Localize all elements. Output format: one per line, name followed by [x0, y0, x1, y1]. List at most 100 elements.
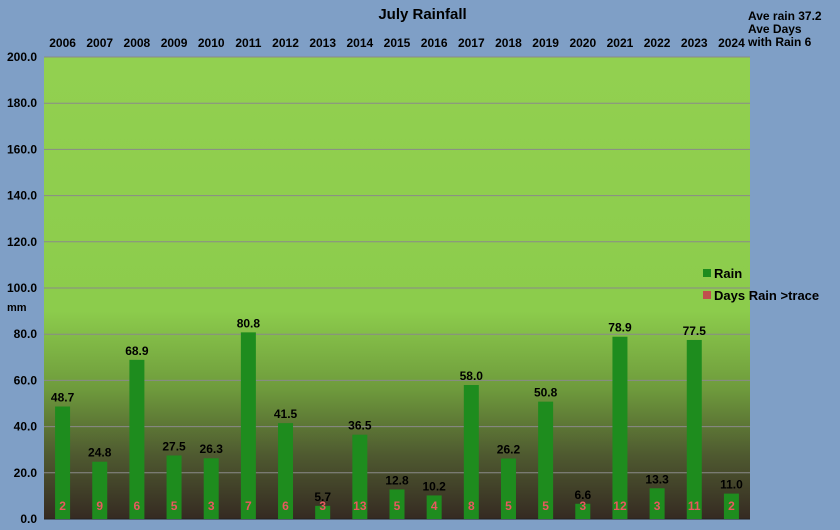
x-tick-label-2020: 2020 — [569, 36, 596, 50]
rain-bar-2012 — [278, 423, 294, 519]
rain-value-label-2009: 27.5 — [162, 439, 186, 453]
days-value-label-2012: 6 — [282, 499, 289, 513]
rain-value-label-2024: 11.0 — [720, 478, 743, 492]
days-value-label-2007: 9 — [96, 499, 103, 513]
y-axis-label: mm — [7, 302, 27, 314]
summary-with-rain: with Rain 6 — [748, 35, 812, 49]
rain-value-label-2008: 68.9 — [125, 344, 149, 358]
days-value-label-2017: 8 — [468, 499, 475, 513]
x-tick-label-2019: 2019 — [532, 36, 559, 50]
x-axis-labels: 2006 2007 2008 2009 2010 2011 2012 2013 2014 2015… — [49, 36, 745, 50]
days-value-label-2020: 3 — [579, 499, 586, 513]
rain-value-label-2014: 36.5 — [348, 419, 372, 433]
y-axis-ticks: 0.0 20.0 40.0 60.0 80.0 100.0 120.0 140.0 160.0 1… — [7, 50, 37, 526]
rain-value-label-2010: 26.3 — [200, 442, 224, 456]
x-tick-label-2022: 2022 — [644, 36, 671, 50]
legend-item-rain: Rain — [703, 262, 819, 284]
x-tick-label-2024: 2024 — [718, 36, 745, 50]
days-value-label-2021: 12 — [613, 499, 627, 513]
rain-bar-2011 — [240, 332, 256, 519]
days-value-label-2024: 2 — [728, 499, 735, 513]
legend-swatch-rain — [703, 269, 711, 277]
days-value-label-2011: 7 — [245, 499, 252, 513]
y-tick-label: 0.0 — [20, 512, 37, 526]
rain-bar-2009 — [166, 455, 182, 519]
x-tick-label-2006: 2006 — [49, 36, 76, 50]
days-value-label-2016: 4 — [431, 499, 438, 513]
legend-label-days: Days Rain >trace — [714, 287, 820, 303]
rain-bar-2020 — [575, 503, 591, 519]
rain-value-label-2022: 13.3 — [645, 472, 669, 486]
rain-bar-2014 — [352, 434, 368, 519]
y-tick-label: 200.0 — [7, 50, 37, 64]
legend-swatch-days — [703, 291, 711, 299]
x-tick-label-2008: 2008 — [124, 36, 151, 50]
rain-value-label-2012: 41.5 — [274, 407, 298, 421]
rain-value-label-2013: 5.7 — [314, 490, 331, 504]
rain-value-label-2018: 26.2 — [497, 442, 521, 456]
rain-bar-2018 — [500, 458, 516, 519]
days-value-label-2019: 5 — [542, 499, 549, 513]
days-value-label-2018: 5 — [505, 499, 512, 513]
gridlines — [44, 56, 750, 520]
summary-ave-days: Ave Days — [748, 22, 802, 36]
days-value-label-2014: 13 — [353, 499, 367, 513]
rain-value-label-2017: 58.0 — [460, 369, 484, 383]
rain-value-label-2021: 78.9 — [608, 321, 632, 335]
x-tick-label-2007: 2007 — [86, 36, 113, 50]
x-tick-label-2016: 2016 — [421, 36, 448, 50]
rain-bar-2008 — [129, 359, 145, 519]
y-tick-label: 80.0 — [14, 327, 38, 341]
days-value-label-2015: 5 — [394, 499, 401, 513]
bars — [55, 332, 739, 519]
rain-bar-2010 — [203, 458, 219, 519]
rain-bar-2024 — [723, 493, 739, 519]
rain-value-label-2006: 48.7 — [51, 391, 75, 405]
value-labels: 48.7224.8968.9627.5526.3380.8741.565.733… — [51, 316, 743, 513]
legend-item-days: Days Rain >trace — [703, 284, 819, 306]
x-tick-label-2012: 2012 — [272, 36, 299, 50]
x-tick-label-2021: 2021 — [607, 36, 634, 50]
rain-bar-2023 — [686, 339, 702, 519]
summary-ave-rain: Ave rain 37.2 — [748, 9, 822, 23]
x-tick-label-2010: 2010 — [198, 36, 225, 50]
rain-value-label-2015: 12.8 — [385, 473, 409, 487]
days-value-label-2008: 6 — [134, 499, 141, 513]
chart-title: July Rainfall — [378, 6, 467, 23]
summary-note: Ave rain 37.2 Ave Days with Rain 6 — [748, 10, 838, 49]
rain-value-label-2023: 77.5 — [683, 324, 707, 338]
y-tick-label: 160.0 — [7, 142, 37, 156]
x-tick-label-2015: 2015 — [384, 36, 411, 50]
rain-value-label-2016: 10.2 — [422, 479, 446, 493]
rain-bar-2021 — [612, 336, 628, 519]
y-tick-label: 20.0 — [14, 466, 38, 480]
x-tick-label-2011: 2011 — [235, 36, 261, 50]
rain-bar-2006 — [55, 406, 71, 519]
x-tick-label-2023: 2023 — [681, 36, 708, 50]
y-tick-label: 40.0 — [14, 420, 38, 434]
rain-bar-2019 — [538, 401, 554, 519]
rain-bar-2013 — [315, 505, 331, 519]
days-value-label-2010: 3 — [208, 499, 215, 513]
rain-value-label-2007: 24.8 — [88, 446, 112, 460]
y-tick-label: 100.0 — [7, 281, 37, 295]
x-tick-label-2017: 2017 — [458, 36, 485, 50]
rain-value-label-2020: 6.6 — [574, 488, 591, 502]
rain-bar-2016 — [426, 495, 442, 519]
days-value-label-2006: 2 — [59, 499, 66, 513]
rain-bar-2015 — [389, 489, 405, 519]
x-tick-label-2013: 2013 — [309, 36, 336, 50]
days-value-label-2023: 11 — [688, 499, 701, 513]
rain-bar-2007 — [92, 461, 108, 519]
days-value-label-2022: 3 — [654, 499, 661, 513]
rain-bar-2022 — [649, 488, 665, 519]
x-tick-label-2014: 2014 — [346, 36, 373, 50]
y-tick-label: 120.0 — [7, 235, 37, 249]
days-value-label-2009: 5 — [171, 499, 178, 513]
y-tick-label: 180.0 — [7, 96, 37, 110]
x-tick-label-2018: 2018 — [495, 36, 522, 50]
y-tick-label: 60.0 — [14, 373, 38, 387]
days-value-label-2013: 3 — [319, 499, 326, 513]
x-tick-label-2009: 2009 — [161, 36, 188, 50]
